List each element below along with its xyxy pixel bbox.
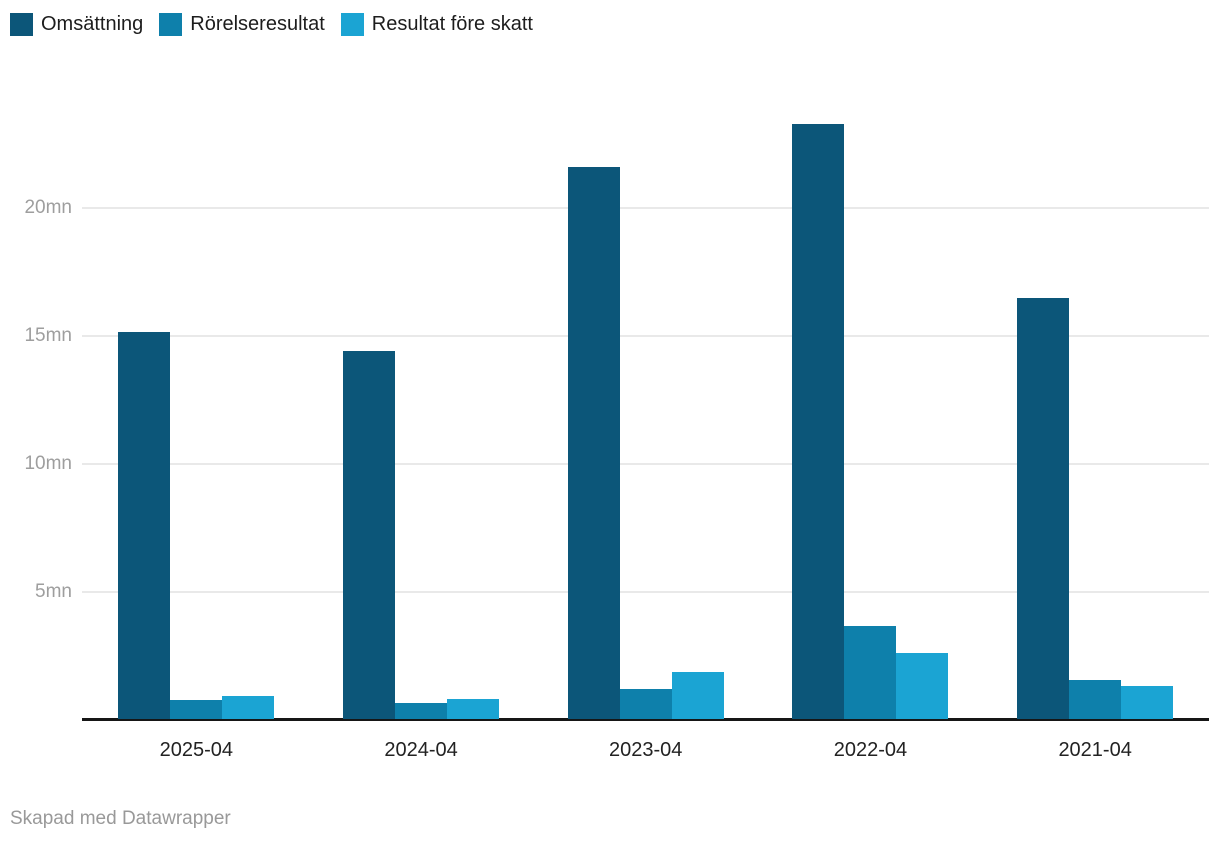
gridline: [82, 590, 1209, 593]
legend-item-resultat-fore-skatt: Resultat före skatt: [340, 13, 533, 36]
x-tick-label: 2025-04: [159, 739, 234, 761]
legend-swatch-resultat-fore-skatt: [340, 13, 364, 36]
bar-2021-04-series-1: [1069, 679, 1122, 720]
y-tick-label: 10mn: [24, 452, 72, 474]
legend-label: Resultat före skatt: [371, 13, 533, 35]
bar-2023-04-series-0: [567, 166, 620, 720]
bar-2023-04-series-2: [671, 672, 724, 720]
y-tick-label: 5mn: [35, 580, 72, 602]
x-tick-label: 2021-04: [1058, 739, 1132, 761]
y-tick-label: 15mn: [24, 324, 72, 346]
bar-2023-04-series-1: [619, 688, 672, 720]
bar-2022-04-series-1: [844, 626, 897, 720]
bar-2025-04-series-0: [118, 331, 171, 720]
bar-2024-04-series-0: [343, 350, 396, 720]
legend-item-rorelseresultat: Rörelseresultat: [159, 13, 325, 36]
gridline: [82, 206, 1209, 209]
legend-swatch-omsattning: [10, 13, 33, 36]
x-tick-label: 2024-04: [384, 739, 458, 761]
bar-2024-04-series-1: [395, 702, 448, 720]
gridline: [82, 462, 1209, 465]
bar-2025-04-series-2: [222, 696, 275, 720]
legend-label: Rörelseresultat: [190, 13, 325, 35]
legend: Omsättning Rörelseresultat Resultat före…: [10, 13, 533, 36]
bar-2022-04-series-0: [792, 124, 845, 720]
x-axis-line: [82, 718, 1209, 721]
gridline: [82, 334, 1209, 337]
legend-label: Omsättning: [41, 13, 144, 35]
footer-credit: Skapad med Datawrapper: [10, 808, 231, 829]
x-tick-label: 2022-04: [833, 739, 908, 761]
legend-swatch-rorelseresultat: [159, 13, 183, 36]
bar-2022-04-series-2: [896, 652, 949, 720]
x-tick-label: 2023-04: [609, 739, 683, 761]
y-tick-label: 20mn: [24, 196, 72, 218]
bar-2025-04-series-1: [170, 700, 223, 720]
bar-2021-04-series-0: [1017, 298, 1070, 720]
legend-item-omsattning: Omsättning: [10, 13, 143, 36]
bar-2024-04-series-2: [447, 699, 500, 720]
bar-2021-04-series-2: [1121, 686, 1174, 720]
